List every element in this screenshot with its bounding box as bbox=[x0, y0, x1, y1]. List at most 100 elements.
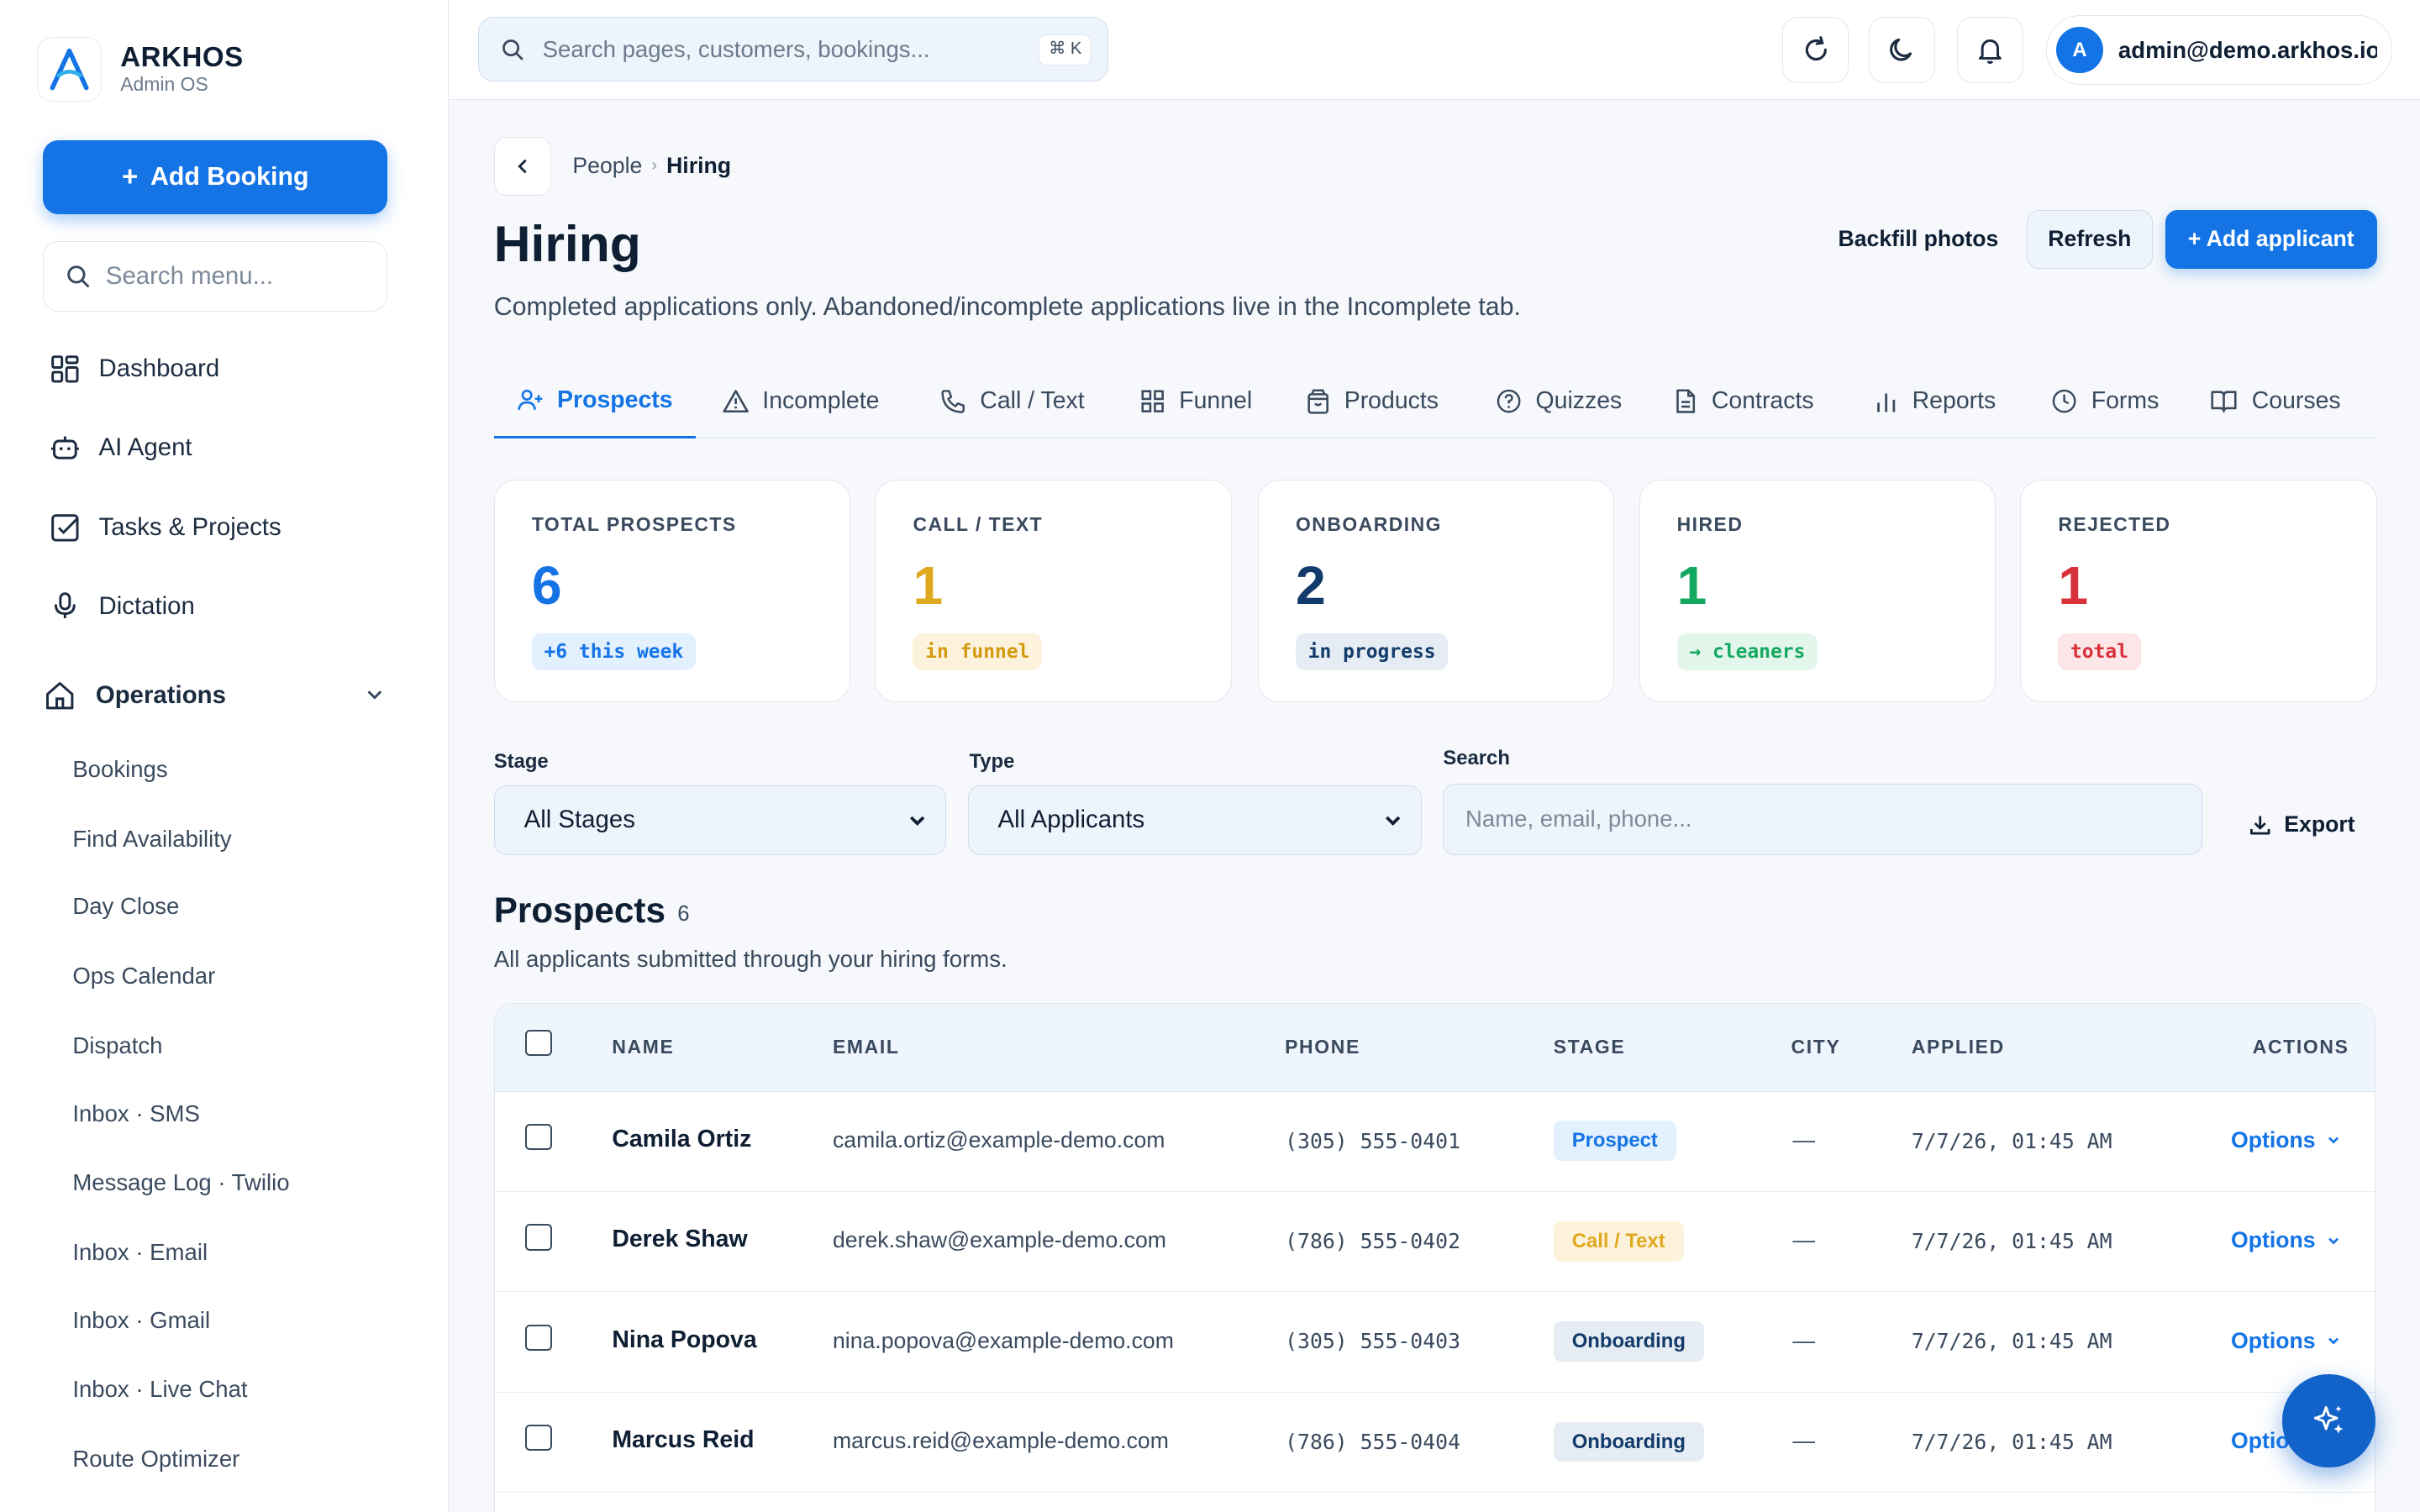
applicant-phone: (786) 555-0404 bbox=[1285, 1429, 1460, 1454]
tab-prospects[interactable]: Prospects bbox=[493, 364, 697, 438]
table-row[interactable]: Nina Popova nina.popova@example-demo.com… bbox=[494, 1292, 2375, 1393]
column-header-stage[interactable]: STAGE bbox=[1553, 1036, 1626, 1058]
tab-funnel[interactable]: Funnel bbox=[1140, 364, 1252, 438]
shortcut-hint: ⌘ K bbox=[1039, 34, 1092, 66]
column-header-phone[interactable]: PHONE bbox=[1285, 1036, 1360, 1058]
chevron-left-icon bbox=[517, 159, 527, 174]
applicant-name[interactable]: Marcus Reid bbox=[612, 1426, 755, 1454]
add-applicant-button[interactable]: + Add applicant bbox=[2165, 209, 2377, 269]
applicant-name[interactable]: Camila Ortiz bbox=[612, 1125, 752, 1152]
sidebar-sub-item[interactable]: Find Availability bbox=[72, 825, 232, 852]
column-header-email[interactable]: EMAIL bbox=[832, 1036, 900, 1058]
tab-label: Courses bbox=[2251, 387, 2341, 415]
stat-value: 6 bbox=[531, 555, 562, 617]
sidebar-sub-item[interactable]: Route Optimizer bbox=[72, 1445, 240, 1472]
stage-select[interactable]: All Stages bbox=[493, 785, 946, 855]
export-button[interactable]: Export bbox=[2249, 811, 2355, 837]
column-header-name[interactable]: NAME bbox=[612, 1036, 675, 1058]
plus-icon: + bbox=[121, 161, 139, 193]
row-options-button[interactable]: Options bbox=[2231, 1227, 2342, 1253]
table-header: NAME EMAIL PHONE STAGE CITY APPLIED ACTI… bbox=[494, 1003, 2375, 1092]
stage-badge: Onboarding bbox=[1553, 1421, 1704, 1462]
refresh-list-button[interactable]: Refresh bbox=[2026, 209, 2154, 269]
sidebar-sub-item[interactable]: Inbox · Live Chat bbox=[72, 1376, 248, 1403]
tab-quizzes[interactable]: Quizzes bbox=[1496, 364, 1622, 438]
row-options-button[interactable]: Options bbox=[2231, 1328, 2342, 1354]
column-header-applied[interactable]: APPLIED bbox=[1911, 1036, 2005, 1058]
sidebar-sub-item[interactable]: Inbox · Email bbox=[72, 1238, 208, 1265]
brand[interactable]: ARKHOS Admin OS bbox=[37, 37, 244, 102]
applicant-email: nina.popova@example-demo.com bbox=[832, 1327, 1174, 1353]
type-select[interactable]: All Applicants bbox=[967, 785, 1422, 855]
menu-search-input[interactable]: Search menu... bbox=[43, 240, 387, 312]
global-search-input[interactable]: Search pages, customers, bookings... ⌘ K bbox=[478, 17, 1108, 82]
sidebar-sub-item[interactable]: Dispatch bbox=[72, 1032, 163, 1058]
tab-call-text[interactable]: Call / Text bbox=[940, 364, 1085, 438]
sidebar-sub-item[interactable]: Message Log · Twilio bbox=[72, 1169, 290, 1196]
sidebar-sub-item[interactable]: Inbox · Gmail bbox=[72, 1306, 211, 1333]
tab-contracts[interactable]: Contracts bbox=[1673, 364, 1814, 438]
theme-toggle-button[interactable] bbox=[1869, 17, 1936, 84]
sidebar-sub-item[interactable]: Ops Calendar bbox=[72, 963, 216, 990]
options-label: Options bbox=[2231, 1227, 2316, 1253]
column-header-city[interactable]: CITY bbox=[1791, 1036, 1841, 1058]
stage-badge: Onboarding bbox=[1553, 1321, 1704, 1362]
table-row[interactable]: Derek Shaw derek.shaw@example-demo.com (… bbox=[494, 1192, 2375, 1293]
backfill-photos-button[interactable]: Backfill photos bbox=[1838, 226, 1999, 252]
applicant-name[interactable]: Derek Shaw bbox=[612, 1226, 748, 1253]
back-button[interactable] bbox=[493, 137, 551, 197]
applicant-city: — bbox=[1792, 1327, 1816, 1353]
applicant-email: derek.shaw@example-demo.com bbox=[832, 1227, 1166, 1253]
sidebar-item-dashboard[interactable]: Dashboard bbox=[50, 354, 219, 385]
robot-icon bbox=[50, 432, 81, 463]
grid-icon bbox=[1140, 389, 1165, 413]
row-checkbox[interactable] bbox=[525, 1224, 552, 1251]
sidebar-sub-item[interactable]: Inbox · SMS bbox=[72, 1100, 200, 1126]
breadcrumb-separator-icon: › bbox=[651, 155, 658, 175]
tab-courses[interactable]: Courses bbox=[2210, 364, 2341, 438]
sidebar-item-ai-agent[interactable]: AI Agent bbox=[50, 432, 192, 463]
table-row[interactable]: Camila Ortiz camila.ortiz@example-demo.c… bbox=[494, 1092, 2375, 1192]
sidebar-item-tasks-projects[interactable]: Tasks & Projects bbox=[50, 512, 281, 543]
applicant-phone: (305) 555-0401 bbox=[1285, 1128, 1460, 1153]
chevron-down-icon[interactable] bbox=[364, 684, 386, 712]
select-all-checkbox[interactable] bbox=[525, 1030, 552, 1057]
sidebar-sub-item[interactable]: Bookings bbox=[72, 755, 168, 782]
breadcrumb-item[interactable]: People bbox=[572, 152, 643, 178]
refresh-button[interactable] bbox=[1782, 17, 1849, 84]
sidebar-item-dictation[interactable]: Dictation bbox=[50, 591, 195, 622]
tab-label: Incomplete bbox=[762, 387, 880, 415]
type-select-value: All Applicants bbox=[997, 806, 1145, 834]
ai-assistant-button[interactable] bbox=[2282, 1374, 2375, 1467]
applicant-name[interactable]: Nina Popova bbox=[612, 1326, 757, 1353]
row-checkbox[interactable] bbox=[525, 1425, 552, 1452]
applicant-phone: (305) 555-0403 bbox=[1285, 1329, 1460, 1354]
tab-bar: Prospects Incomplete Call / Text Funnel … bbox=[493, 364, 2377, 438]
add-booking-label: Add Booking bbox=[150, 163, 309, 192]
chevron-down-icon bbox=[2325, 1131, 2342, 1148]
sidebar-item-label: Operations bbox=[95, 681, 226, 710]
breadcrumb: People › Hiring bbox=[572, 153, 731, 179]
global-search-placeholder: Search pages, customers, bookings... bbox=[542, 35, 930, 62]
applicant-search-input[interactable]: Name, email, phone... bbox=[1443, 784, 2202, 855]
notifications-button[interactable] bbox=[1956, 17, 2023, 84]
row-checkbox[interactable] bbox=[525, 1124, 552, 1151]
table-row[interactable]: Marcus Reid marcus.reid@example-demo.com… bbox=[494, 1393, 2375, 1494]
sidebar-sub-item[interactable]: Day Close bbox=[72, 893, 180, 920]
tab-products[interactable]: Products bbox=[1306, 364, 1439, 438]
applicant-city: — bbox=[1792, 1427, 1816, 1453]
stat-label: CALL / TEXT bbox=[913, 512, 1044, 535]
sidebar-item-operations[interactable]: Operations bbox=[43, 679, 226, 712]
tab-incomplete[interactable]: Incomplete bbox=[722, 364, 880, 438]
applicant-email: marcus.reid@example-demo.com bbox=[832, 1427, 1169, 1453]
chevron-down-icon bbox=[1381, 808, 1405, 839]
bar-chart-icon bbox=[1874, 389, 1898, 413]
row-options-button[interactable]: Options bbox=[2231, 1127, 2342, 1153]
tab-reports[interactable]: Reports bbox=[1874, 364, 1996, 438]
row-checkbox[interactable] bbox=[525, 1324, 552, 1352]
user-menu[interactable]: A admin@demo.arkhos.io bbox=[2046, 15, 2392, 85]
tab-label: Funnel bbox=[1179, 387, 1253, 415]
user-plus-icon bbox=[517, 386, 543, 412]
add-booking-button[interactable]: + Add Booking bbox=[43, 140, 387, 215]
tab-forms[interactable]: Forms bbox=[2051, 364, 2159, 438]
